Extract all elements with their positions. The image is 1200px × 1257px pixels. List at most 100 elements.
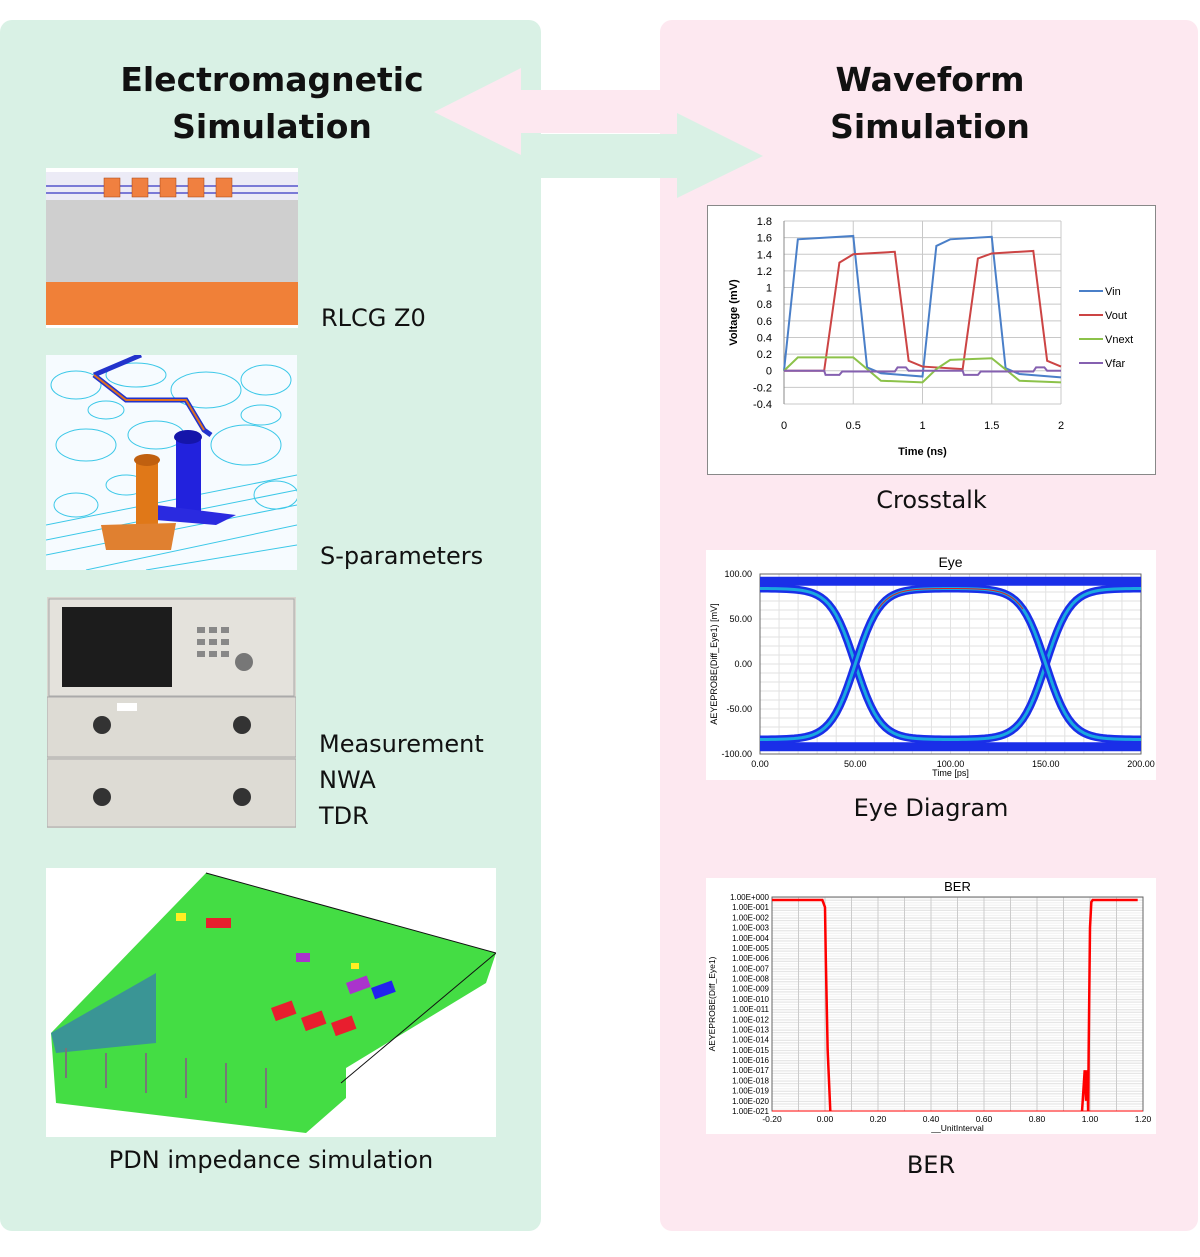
x-tick-label: -0.20: [762, 1114, 782, 1124]
chart-title: Eye: [938, 554, 962, 570]
x-tick-label: 1: [919, 420, 925, 432]
y-tick-label: 1: [766, 283, 772, 295]
y-axis-label: Voltage (mV): [728, 279, 740, 346]
y-axis-label: AEYEPROBE(Diff_Eye1): [707, 956, 717, 1051]
x-tick-label: 1.00: [1082, 1114, 1099, 1124]
y-tick-label: 1.00E-005: [732, 944, 769, 953]
series-line-vin: [783, 234, 1062, 379]
y-tick-label: 1.00E-018: [732, 1076, 769, 1085]
x-tick-label: 0: [781, 420, 787, 432]
ber-curve: [772, 898, 832, 1112]
tdr-label-line: TDR: [319, 802, 369, 830]
y-axis-label: AEYEPROBE(Diff_Eye1) [mV]: [709, 603, 719, 724]
eye-trace-red: [877, 587, 1024, 610]
y-tick-label: 1.00E-003: [732, 924, 769, 933]
x-tick-label: 50.00: [844, 759, 867, 769]
y-tick-label: 1.2: [757, 266, 772, 278]
y-tick-label: 1.00E-019: [732, 1087, 769, 1096]
y-tick-label: 1.00E-010: [732, 995, 769, 1004]
y-tick-label: 1.00E-009: [732, 985, 769, 994]
legend-label: Vnext: [1105, 334, 1133, 346]
y-tick-label: 1.00E-004: [732, 934, 769, 943]
y-tick-label: 1.00E-011: [733, 1005, 770, 1014]
chart-title: BER: [944, 879, 971, 894]
y-tick-label: 50.00: [729, 614, 752, 624]
eye-trace-core: [759, 586, 1142, 742]
legend-label: Vout: [1105, 310, 1127, 322]
y-tick-label: 0.2: [757, 349, 772, 361]
x-axis-label: Time [ps]: [932, 768, 969, 778]
y-tick-label: -100.00: [721, 749, 752, 759]
crosstalk-caption: Crosstalk: [876, 486, 987, 514]
x-tick-label: 100.00: [937, 759, 965, 769]
y-tick-label: 0.4: [757, 332, 772, 344]
y-tick-label: -0.2: [753, 382, 772, 394]
y-tick-label: 1.00E-013: [732, 1025, 769, 1034]
nwa-label-line: NWA: [319, 766, 376, 794]
x-axis-label: __UnitInterval: [930, 1123, 984, 1133]
y-tick-label: 1.00E-006: [732, 954, 769, 963]
y-tick-label: 1.00E-016: [732, 1056, 769, 1065]
y-tick-label: 1.6: [757, 233, 772, 245]
y-tick-label: -0.4: [753, 399, 772, 411]
crosstalk-chart: 1.8 1.6 1.4 1.2 1 0.8 0.6 0.4 0.2 0 -0.2 -0.4 0 0.5 1 1…: [707, 205, 1156, 475]
y-tick-label: 1.00E-001: [732, 903, 769, 912]
y-tick-label: 1.00E-014: [732, 1036, 769, 1045]
y-tick-label: 0.8: [757, 299, 772, 311]
s-parameters-label: S-parameters: [320, 542, 484, 570]
y-tick-label: 1.00E-007: [732, 964, 769, 973]
x-axis-label: Time (ns): [898, 446, 947, 458]
em-title: Electromagnetic Simulation: [72, 56, 472, 150]
em-title-line1: Electromagnetic: [120, 60, 424, 99]
legend-label: Vin: [1105, 286, 1121, 298]
y-tick-label: 0: [766, 366, 772, 378]
arrow-left-icon: [434, 68, 675, 155]
x-tick-label: 1.20: [1135, 1114, 1152, 1124]
eye-diagram-caption: Eye Diagram: [853, 794, 1009, 822]
waveform-title: Waveform Simulation: [730, 56, 1130, 150]
y-tick-label: 0.00: [734, 659, 752, 669]
y-tick-label: 1.00E-008: [732, 975, 769, 984]
waveform-title-line1: Waveform: [835, 60, 1025, 99]
series-line-vnext: [783, 356, 1062, 384]
measurement-label: Measurement NWA TDR: [319, 726, 484, 834]
y-tick-label: 1.00E-015: [732, 1046, 769, 1055]
x-tick-label: 0.00: [817, 1114, 834, 1124]
series-line-vfar: [784, 366, 1061, 376]
x-tick-label: 2: [1058, 420, 1064, 432]
y-tick-label: 1.4: [757, 249, 772, 261]
ber-chart: BER1.00E+0001.00E-0011.00E-0021.00E-0031…: [706, 878, 1156, 1134]
y-tick-label: -50.00: [726, 704, 752, 714]
y-tick-label: 1.00E-012: [732, 1015, 769, 1024]
y-tick-label: 1.00E-017: [732, 1066, 769, 1075]
y-tick-label: 0.6: [757, 316, 772, 328]
waveform-title-line2: Simulation: [830, 107, 1030, 146]
x-tick-label: 200.00: [1127, 759, 1155, 769]
series-line-vout: [784, 249, 1062, 372]
y-tick-label: 1.8: [757, 216, 772, 228]
pdn-label: PDN impedance simulation: [108, 1146, 434, 1174]
rlcg-cross-section-image: [46, 168, 298, 328]
measurement-label-line: Measurement: [319, 730, 484, 758]
arrow-right-icon: [541, 113, 763, 198]
x-tick-label: 0.60: [976, 1114, 993, 1124]
y-tick-label: 100.00: [724, 569, 752, 579]
s-parameters-3d-model-image: [46, 355, 297, 570]
ber-curve: [1080, 898, 1138, 1112]
plot-frame: [759, 573, 1142, 755]
x-tick-label: 0.20: [870, 1114, 887, 1124]
y-tick-label: 1.00E+000: [730, 893, 769, 902]
em-title-line2: Simulation: [172, 107, 372, 146]
x-tick-label: 0.5: [846, 420, 861, 432]
x-tick-label: 1.5: [984, 420, 999, 432]
pdn-board-model-image: [46, 868, 496, 1137]
x-tick-label: 0.40: [923, 1114, 940, 1124]
rlcg-label: RLCG Z0: [321, 304, 426, 332]
x-tick-label: 0.00: [751, 759, 769, 769]
y-tick-label: 1.00E-021: [732, 1107, 769, 1116]
measurement-instrument-photo: [47, 597, 296, 828]
y-tick-label: 1.00E-002: [732, 913, 769, 922]
y-tick-label: 1.00E-020: [732, 1097, 769, 1106]
